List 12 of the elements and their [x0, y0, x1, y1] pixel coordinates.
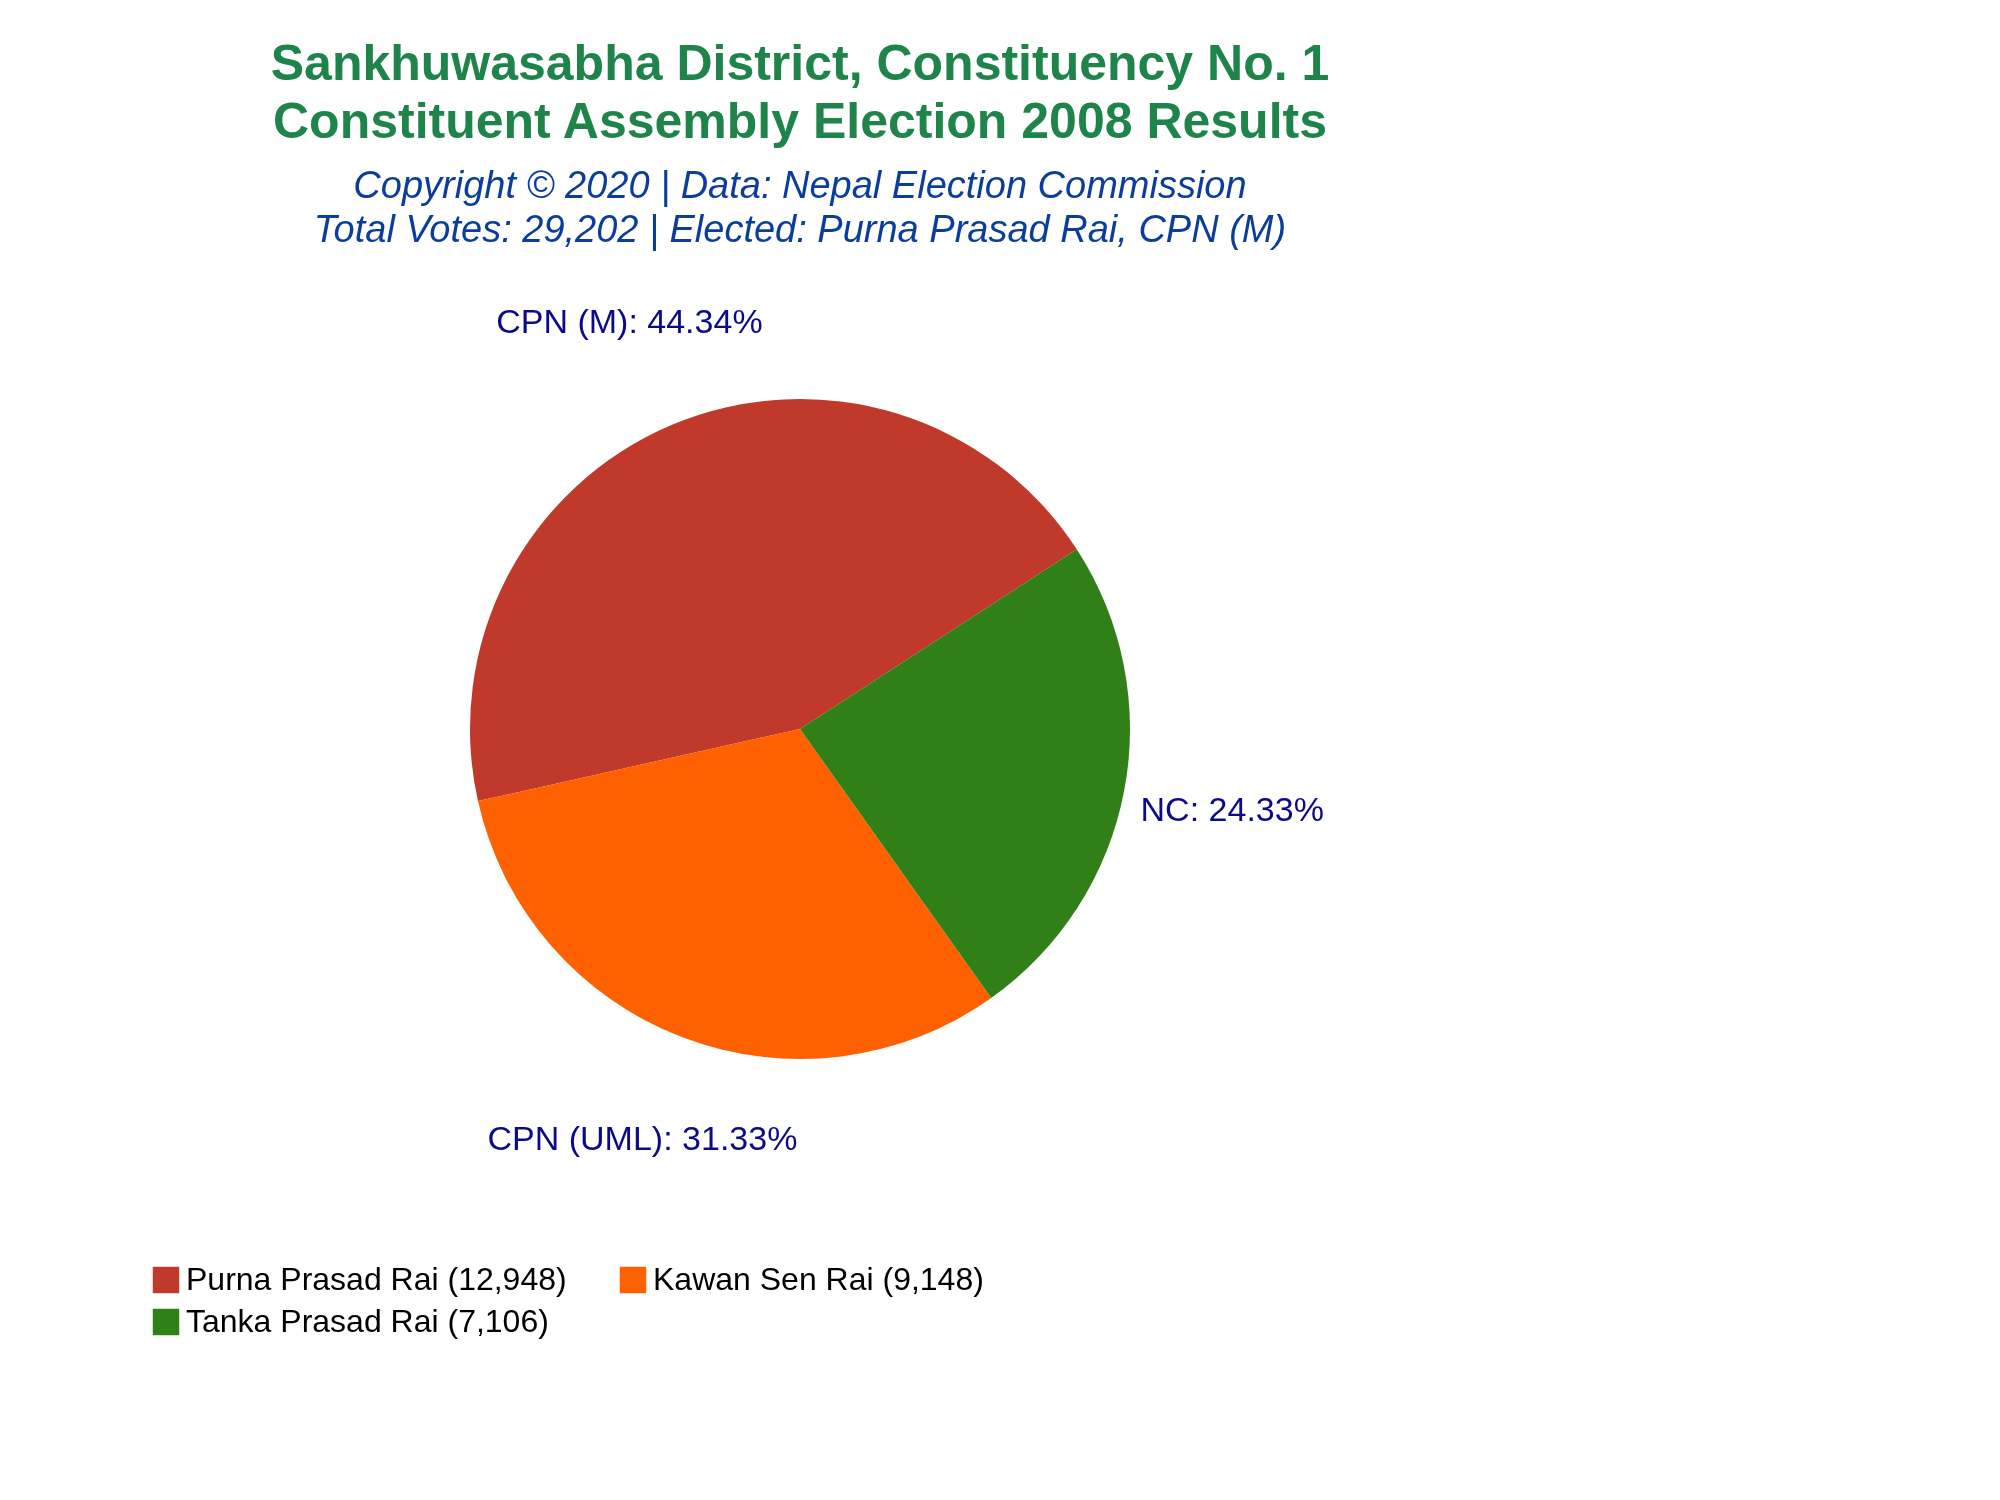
chart-title: Sankhuwasabha District, Constituency No. 1 Constituent Assembly Election 2008 Results — [270, 35, 1330, 149]
legend-label: Tanka Prasad Rai (7,106) — [186, 1303, 549, 1339]
data-label: CPN (M): 44.34% — [496, 302, 763, 341]
pie-slice — [470, 399, 1077, 802]
legend-label: Purna Prasad Rai (12,948) — [186, 1261, 567, 1297]
data-label: NC: 24.33% — [1140, 790, 1324, 829]
pie-slice — [800, 549, 1130, 998]
data-label: CPN (UML): 31.33% — [487, 1118, 798, 1157]
text: Total Votes: 29,202 | Elected: Purna Prasad Rai, CPN (M) — [313, 208, 1287, 251]
chart-subtitle: Copyright © 2020 | Data: Nepal Election Commission — [353, 164, 1247, 207]
legend-label: Kawan Sen Rai (9,148) — [653, 1261, 984, 1297]
pie-slice — [477, 729, 992, 1059]
